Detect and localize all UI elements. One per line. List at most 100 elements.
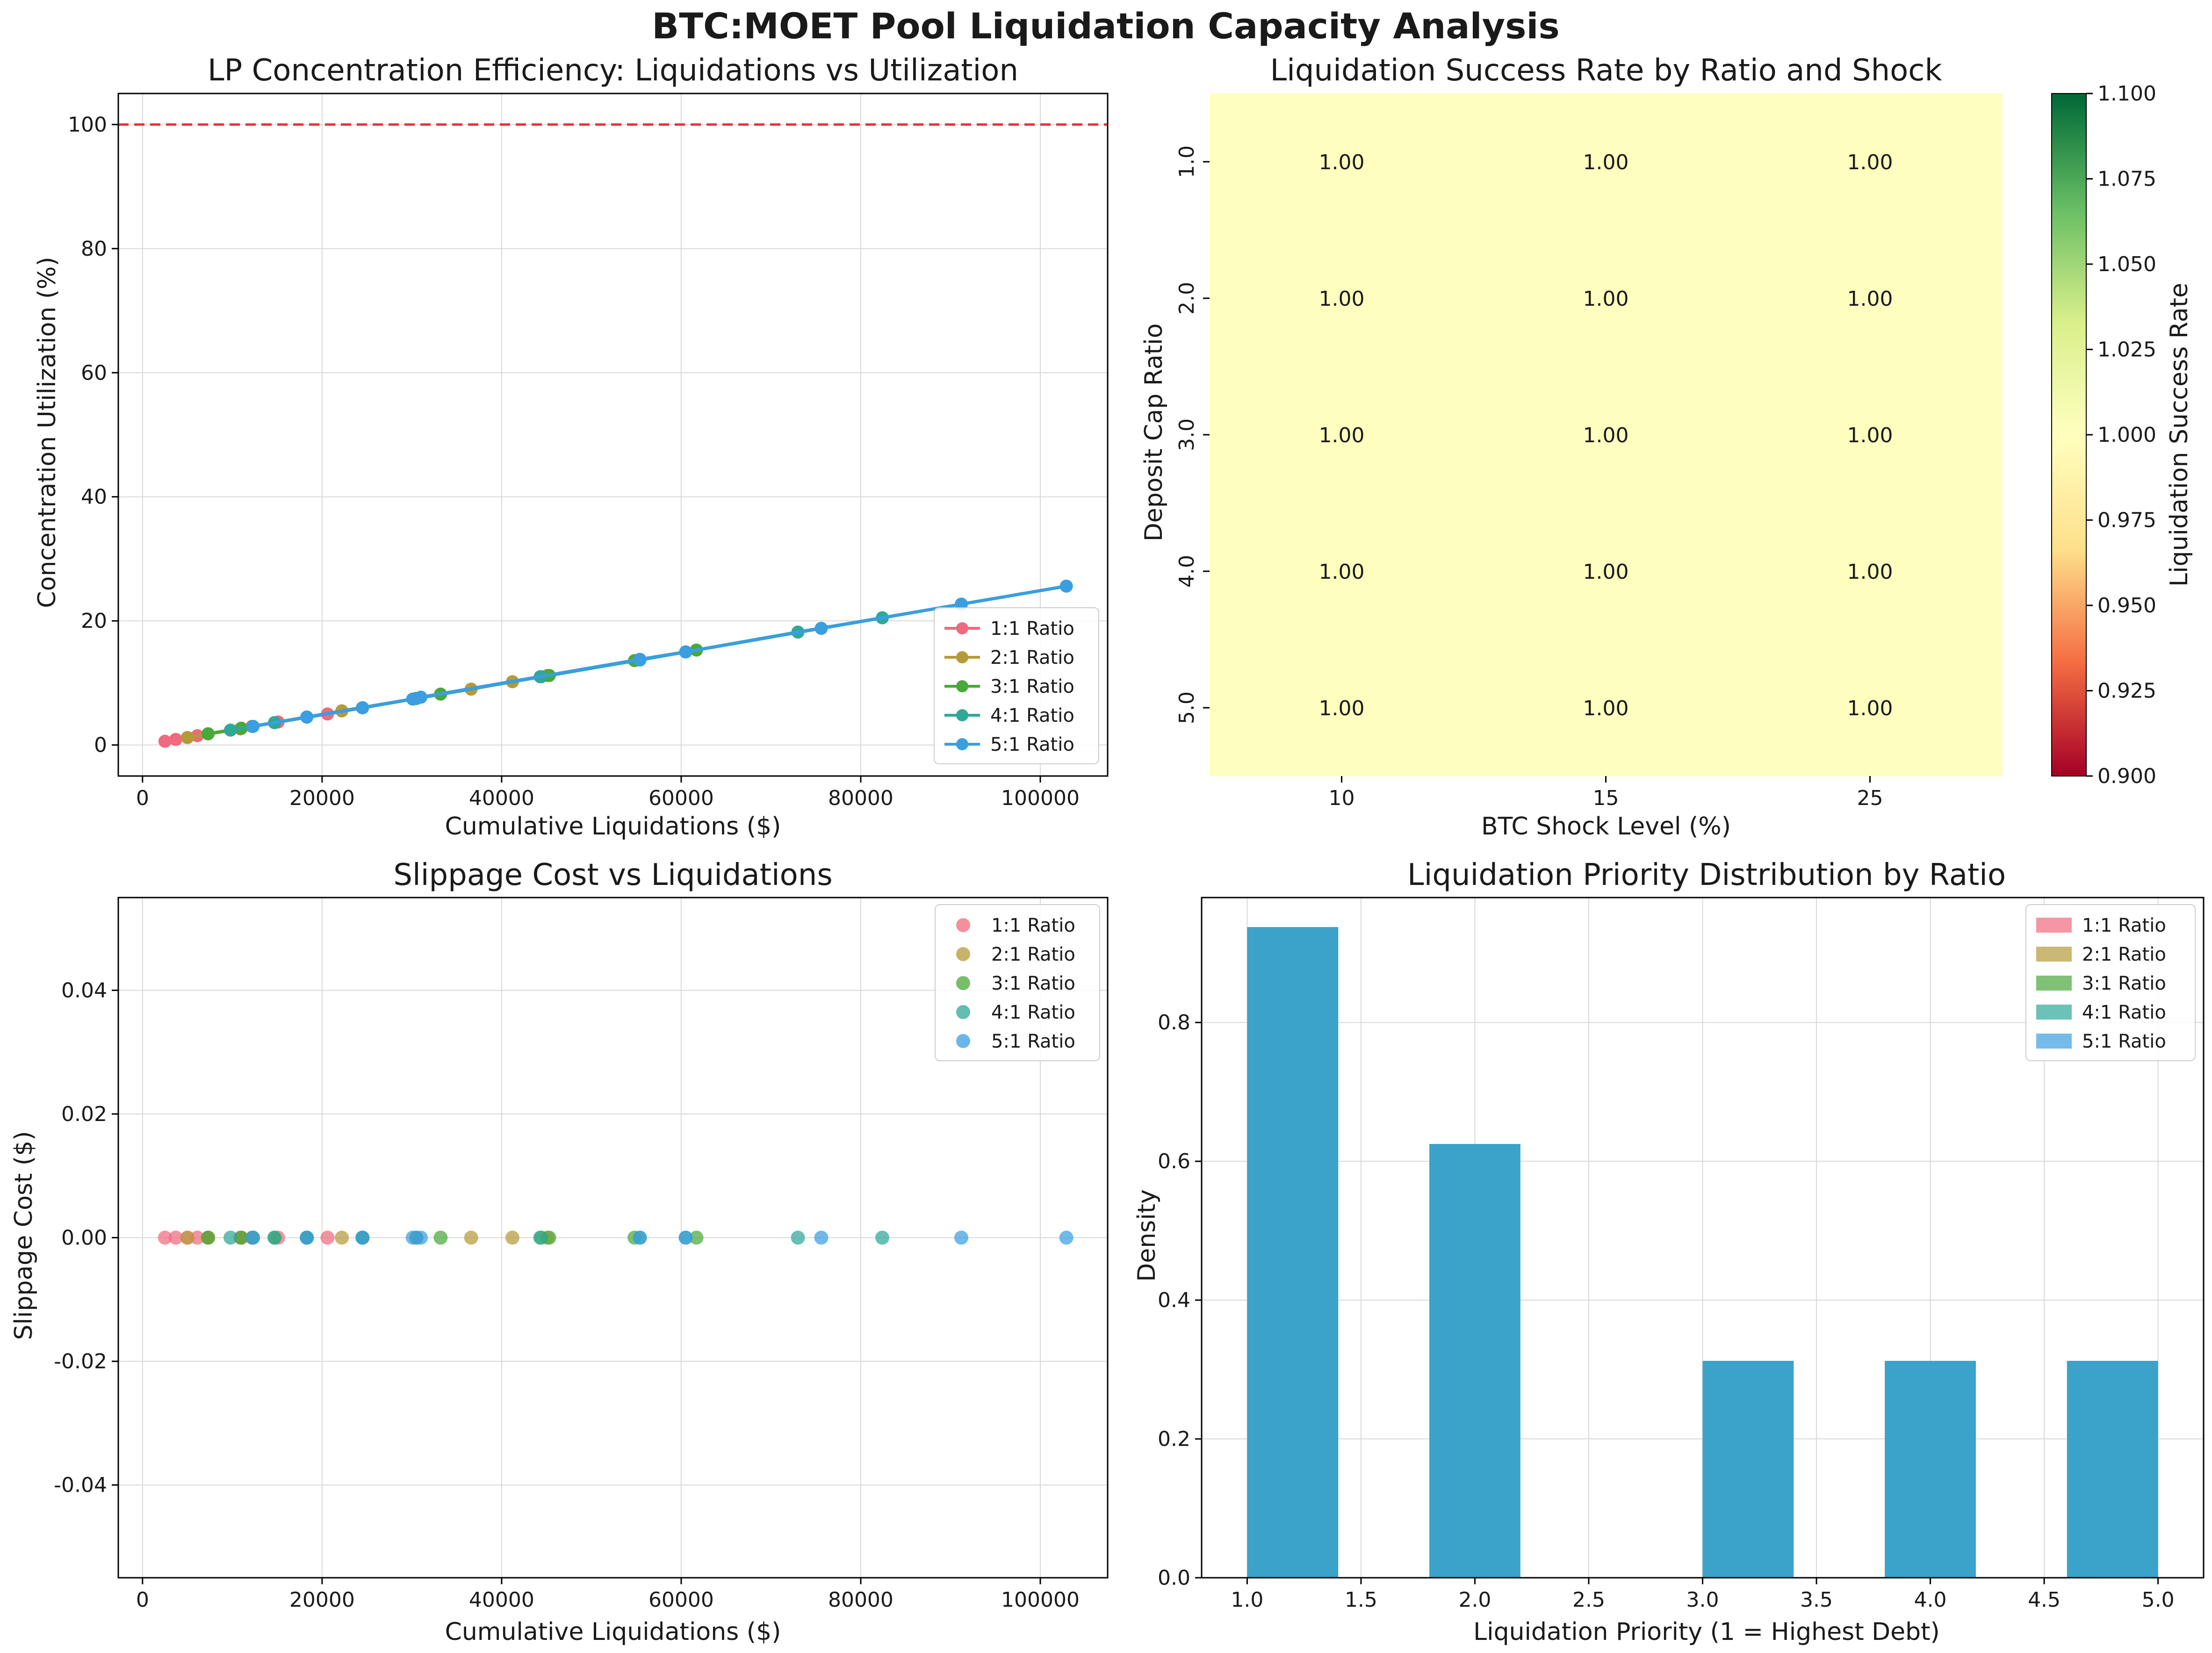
legend-entry: 1:1 Ratio — [991, 915, 1075, 936]
p1-xtick-label: 100000 — [1001, 786, 1080, 810]
p4-xtick-label: 1.0 — [1231, 1588, 1263, 1612]
heatmap-cell-label: 1.00 — [1583, 560, 1629, 584]
histogram-bar — [1429, 1144, 1520, 1578]
p1-xtick-label: 40000 — [469, 786, 534, 810]
legend-entry: 5:1 Ratio — [991, 1031, 1075, 1052]
legend-swatch — [956, 1005, 970, 1019]
p1-xtick-label: 20000 — [289, 786, 355, 810]
heatmap-cell-label: 1.00 — [1847, 287, 1893, 311]
p3-ytick-label: -0.04 — [54, 1473, 107, 1497]
histogram-title: Liquidation Priority Distribution by Rat… — [1407, 858, 2006, 892]
heatmap-cell — [1474, 93, 1738, 230]
utilization-chart-frame — [117, 93, 1109, 777]
legend-swatch-marker — [956, 680, 968, 692]
legend-entry: 4:1 Ratio — [990, 705, 1074, 726]
heatmap-cell — [1210, 230, 1474, 367]
heatmap-ytick-label: 1.0 — [1175, 145, 1199, 178]
heatmap-cell — [1474, 640, 1738, 776]
p3-xtick-label: 80000 — [828, 1588, 893, 1612]
legend-swatch — [956, 1034, 970, 1048]
scatter-point — [201, 1230, 216, 1245]
scatter-point — [533, 1230, 548, 1245]
data-point — [300, 710, 314, 724]
p3-ytick-label: -0.02 — [54, 1350, 107, 1373]
scatter-point — [678, 1230, 693, 1245]
heatmap-xtick-label: 15 — [1593, 786, 1619, 810]
p1-ytick-label: 100 — [68, 113, 107, 137]
scatter-point — [190, 1230, 204, 1245]
heatmap-cell — [1210, 367, 1474, 503]
utilization-line-chart: LP Concentration Efficiency: Liquidation… — [33, 53, 1109, 841]
heatmap-title: Liquidation Success Rate by Ratio and Sh… — [1270, 53, 1942, 88]
scatter-point — [320, 1230, 335, 1245]
data-point — [1059, 579, 1073, 593]
heatmap-xtick-label: 25 — [1857, 786, 1883, 810]
heatmap-xlabel: BTC Shock Level (%) — [1481, 812, 1731, 841]
heatmap-ylabel: Deposit Cap Ratio — [1140, 323, 1168, 542]
colorbar-label: Liquidation Success Rate — [2165, 283, 2193, 587]
p1-xtick-label: 80000 — [828, 786, 893, 810]
p1-xtick-label: 0 — [136, 786, 149, 810]
p3-xtick-label: 60000 — [648, 1588, 714, 1612]
data-point — [224, 723, 238, 737]
slippage-chart-legend: 1:1 Ratio 2:1 Ratio 3:1 Ratio 4:1 Ratio 5:1 … — [935, 904, 1100, 1061]
figure-title: BTC:MOET Pool Liquidation Capacity Analy… — [652, 5, 1559, 47]
p4-xtick-label: 2.0 — [1458, 1588, 1491, 1612]
scatter-point — [433, 1230, 448, 1245]
p3-xtick-label: 0 — [136, 1588, 149, 1612]
p4-ytick-label: 0.0 — [1158, 1566, 1190, 1590]
p1-ytick-label: 40 — [81, 485, 107, 509]
legend-entry: 2:1 Ratio — [990, 647, 1074, 668]
slippage-chart-title: Slippage Cost vs Liquidations — [393, 858, 832, 892]
scatter-point — [875, 1230, 890, 1245]
heatmap-cell-label: 1.00 — [1319, 560, 1365, 584]
p1-xtick-label: 60000 — [648, 786, 714, 810]
legend-swatch — [956, 976, 970, 990]
legend-entry: 2:1 Ratio — [991, 944, 1075, 965]
scatter-point — [633, 1230, 647, 1245]
scatter-point — [464, 1230, 478, 1245]
histogram-bar — [1247, 927, 1339, 1578]
heatmap-ytick-label: 4.0 — [1175, 555, 1199, 588]
p4-xtick-label: 3.0 — [1686, 1588, 1719, 1612]
scatter-point — [505, 1230, 519, 1245]
heatmap-cell — [1210, 503, 1474, 640]
heatmap-cell — [1474, 230, 1738, 367]
heatmap-cell-label: 1.00 — [1583, 287, 1629, 311]
legend-entry: 4:1 Ratio — [2082, 1002, 2166, 1023]
p1-ytick-label: 20 — [81, 609, 107, 633]
legend-swatch — [956, 918, 970, 932]
heatmap-cell-label: 1.00 — [1847, 560, 1893, 584]
scatter-point — [168, 1230, 183, 1245]
legend-swatch — [2036, 918, 2072, 933]
p4-ytick-label: 0.4 — [1158, 1288, 1190, 1312]
legend-entry: 1:1 Ratio — [990, 618, 1074, 640]
colorbar-tick-label: 0.950 — [2097, 594, 2156, 618]
heatmap-cell-label: 1.00 — [1319, 424, 1365, 447]
p3-xtick-label: 40000 — [469, 1588, 534, 1612]
legend-entry: 5:1 Ratio — [2082, 1031, 2166, 1052]
heatmap-cell — [1738, 367, 2003, 503]
heatmap-cell — [1738, 503, 2003, 640]
histogram-bar — [1702, 1361, 1794, 1578]
slippage-chart-xlabel: Cumulative Liquidations ($) — [445, 1618, 781, 1646]
legend-box — [934, 607, 1099, 764]
p3-ytick-label: 0.04 — [61, 978, 107, 1002]
histogram-bar — [2067, 1361, 2158, 1578]
colorbar-tick-label: 0.975 — [2097, 509, 2156, 532]
slippage-scatter-chart: Slippage Cost vs Liquidations Cumulative… — [10, 858, 1109, 1646]
data-point — [633, 653, 647, 666]
heatmap-cell — [1738, 640, 2003, 776]
p4-ytick-label: 0.6 — [1158, 1150, 1190, 1173]
legend-swatch — [2036, 947, 2072, 962]
p3-ytick-label: 0.02 — [61, 1102, 107, 1126]
utilization-chart-title: LP Concentration Efficiency: Liquidation… — [208, 53, 1018, 88]
data-point — [202, 727, 215, 740]
slippage-chart-ylabel: Slippage Cost ($) — [10, 1131, 38, 1340]
utilization-chart-xlabel: Cumulative Liquidations ($) — [445, 812, 781, 841]
p1-ytick-label: 0 — [94, 733, 107, 757]
scatter-point — [300, 1230, 314, 1245]
heatmap-cell — [1210, 93, 1474, 230]
scatter-point — [246, 1230, 260, 1245]
